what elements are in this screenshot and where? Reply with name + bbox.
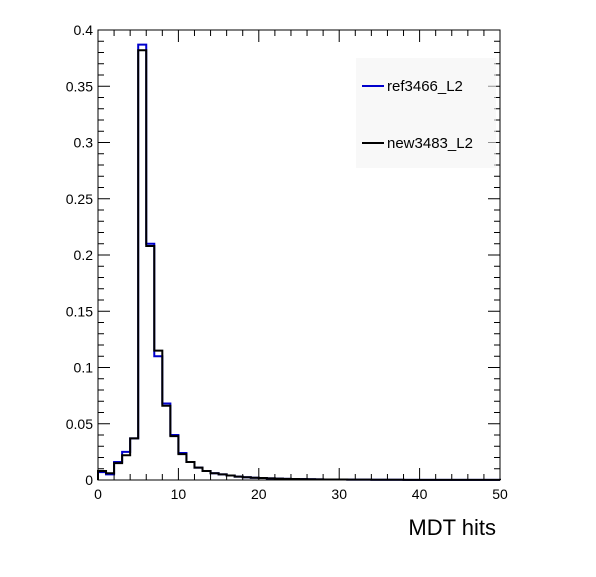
y-tick-label: 0.05 bbox=[66, 416, 93, 432]
y-tick-label: 0.25 bbox=[66, 191, 93, 207]
y-tick-label: 0.3 bbox=[74, 135, 94, 151]
legend-box bbox=[356, 58, 496, 168]
x-tick-label: 20 bbox=[251, 486, 267, 502]
x-tick-label: 0 bbox=[94, 486, 102, 502]
x-axis-title: MDT hits bbox=[408, 515, 496, 540]
x-tick-label: 30 bbox=[331, 486, 347, 502]
legend-label: new3483_L2 bbox=[387, 135, 473, 152]
y-tick-label: 0.4 bbox=[74, 22, 94, 38]
y-tick-label: 0.15 bbox=[66, 303, 93, 319]
legend-label: ref3466_L2 bbox=[387, 78, 463, 95]
legend: ref3466_L2 new3483_L2 bbox=[356, 58, 496, 168]
y-tick-label: 0.35 bbox=[66, 78, 93, 94]
y-tick-label: 0.1 bbox=[74, 360, 94, 376]
x-tick-label: 10 bbox=[171, 486, 187, 502]
x-tick-label: 50 bbox=[492, 486, 508, 502]
y-tick-label: 0.2 bbox=[74, 247, 94, 263]
y-tick-label: 0 bbox=[85, 472, 93, 488]
x-tick-label: 40 bbox=[412, 486, 428, 502]
